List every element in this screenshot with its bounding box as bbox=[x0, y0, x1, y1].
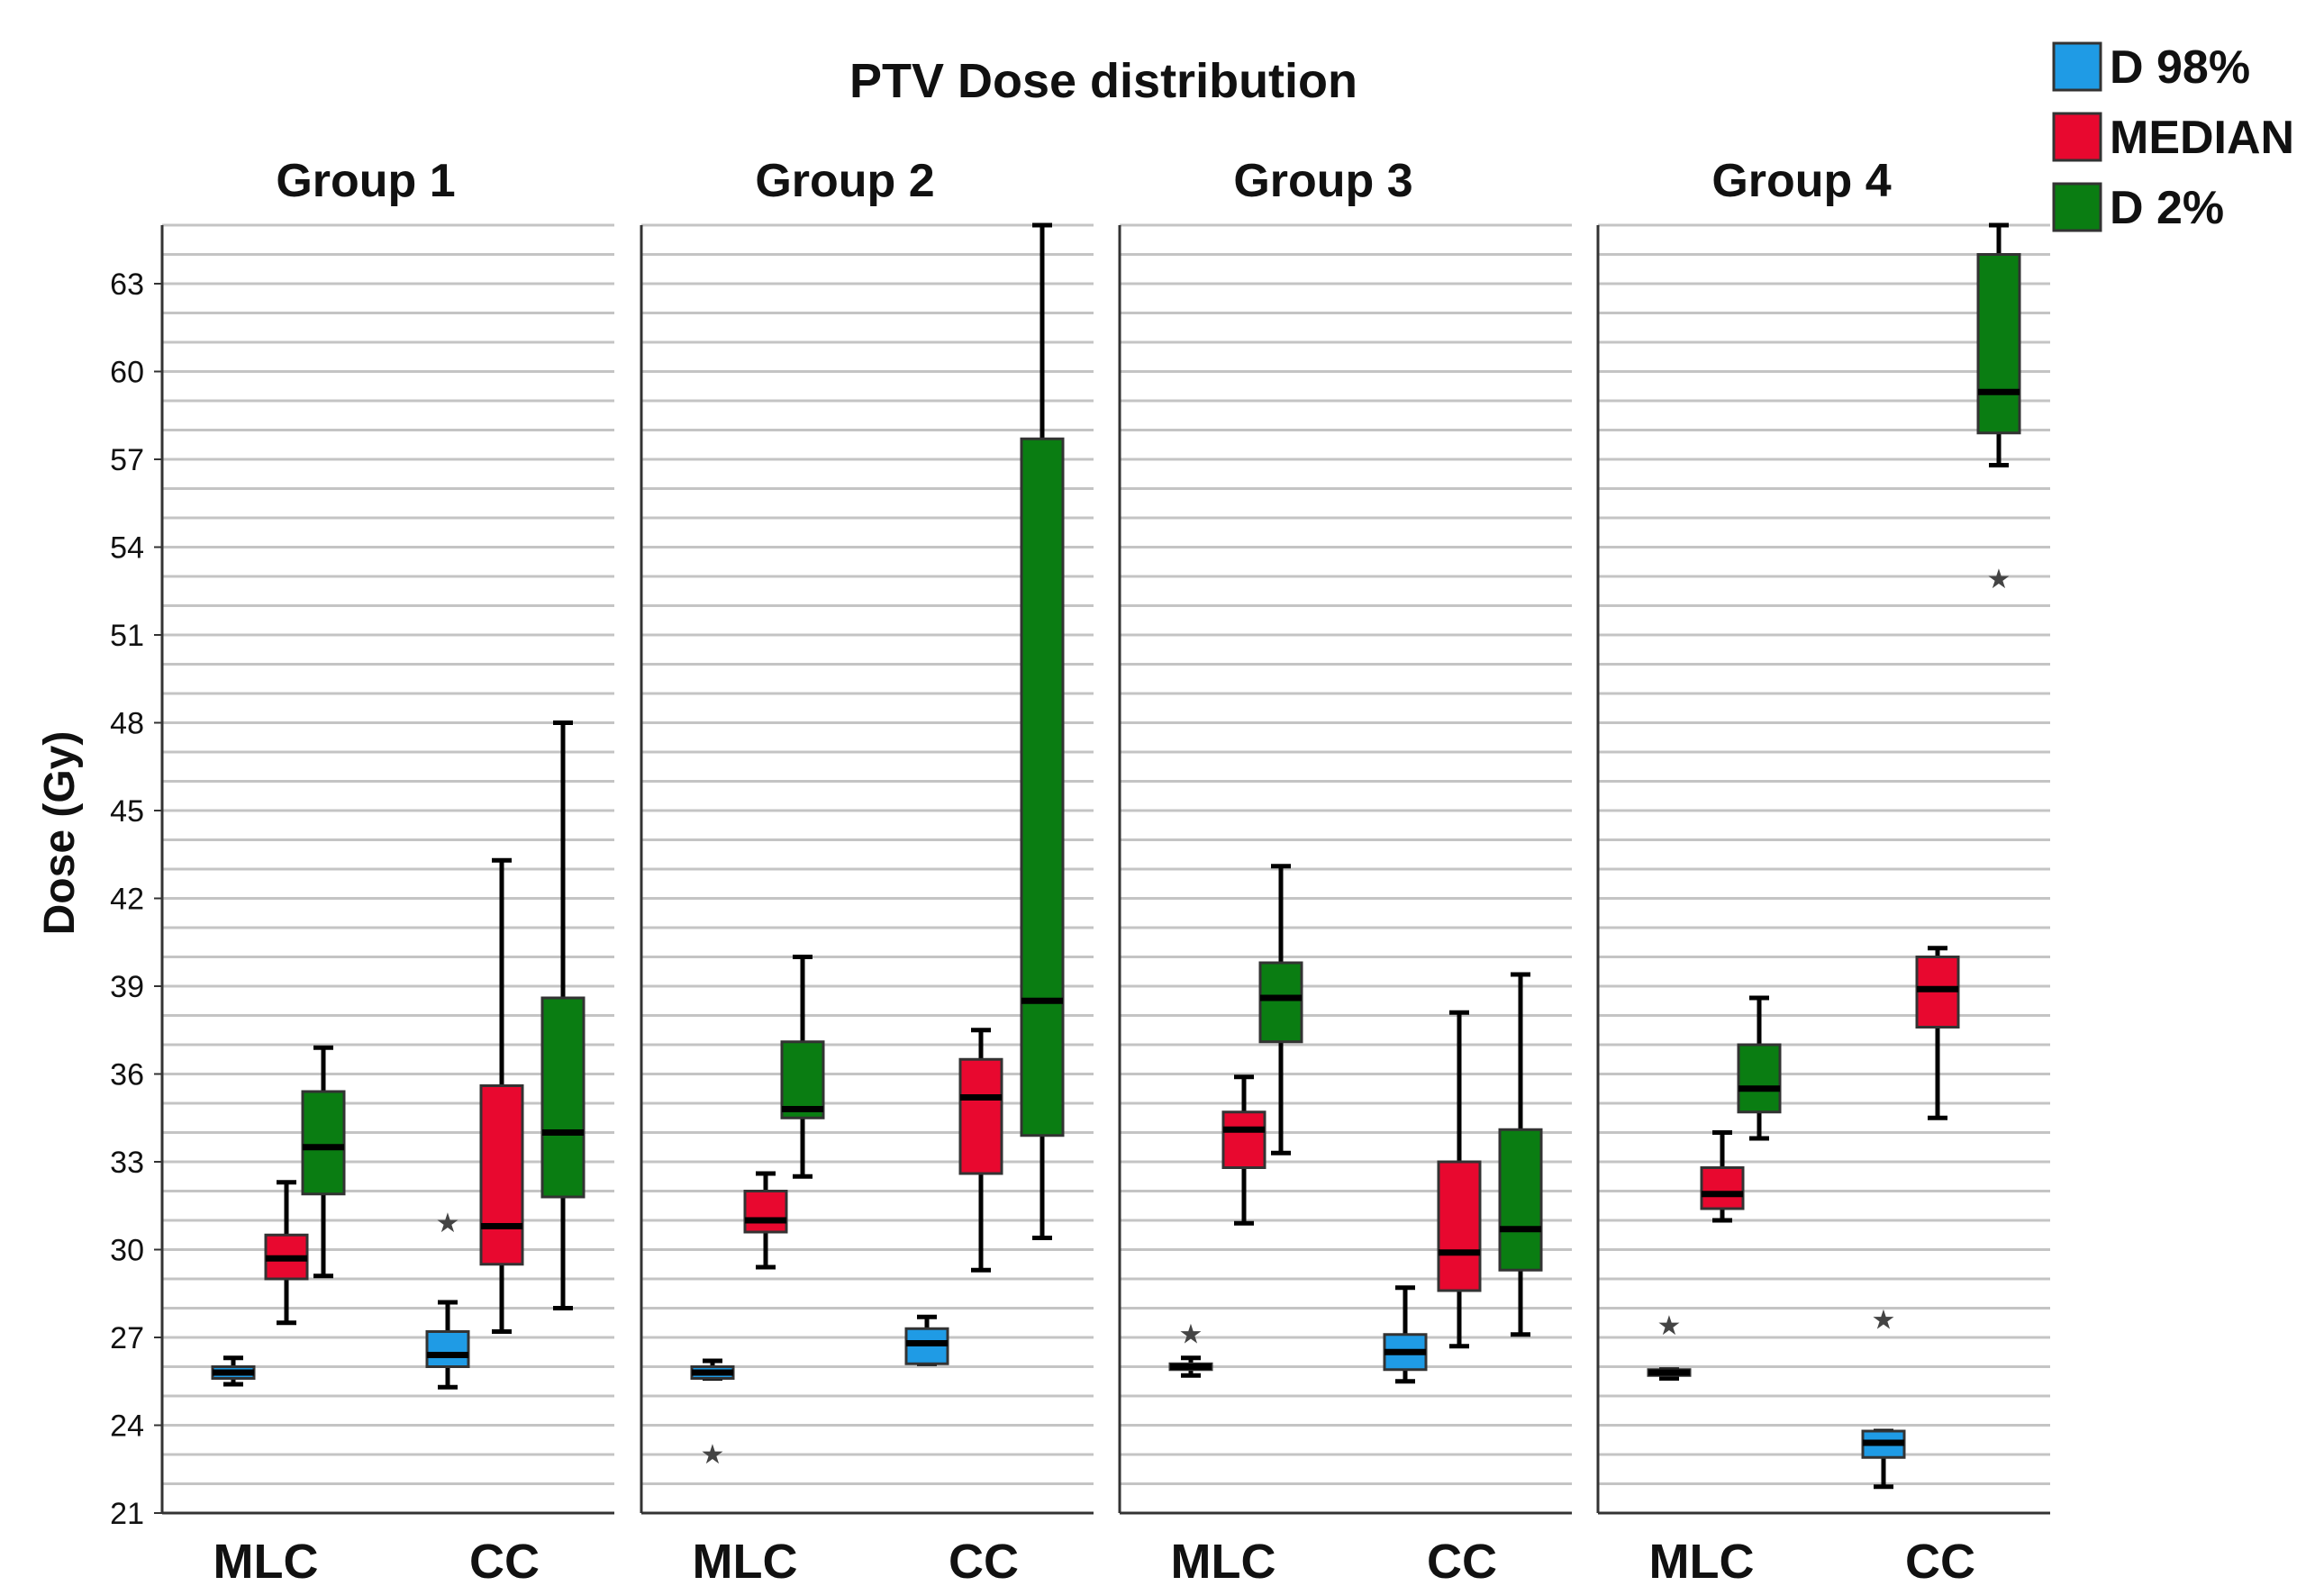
legend-entry: D 2% bbox=[2052, 182, 2224, 234]
box-mlc-1 bbox=[1221, 1074, 1266, 1226]
y-tick-label: 45 bbox=[110, 794, 144, 829]
category-label: CC bbox=[949, 1535, 1019, 1589]
y-tick-label: 51 bbox=[110, 619, 144, 653]
category-label: MLC bbox=[1649, 1535, 1755, 1589]
y-tick-label: 63 bbox=[110, 267, 144, 302]
box-body bbox=[1737, 1043, 1782, 1114]
box-body bbox=[743, 1190, 788, 1234]
category-label: MLC bbox=[213, 1535, 319, 1589]
box-mlc-0: ★ bbox=[1647, 1310, 1692, 1381]
y-tick-label: 30 bbox=[110, 1234, 144, 1268]
box-mlc-2 bbox=[1737, 995, 1782, 1141]
outlier-marker: ★ bbox=[1872, 1304, 1896, 1336]
chart-title: PTV Dose distribution bbox=[849, 54, 1357, 108]
legend-swatch bbox=[2052, 41, 2102, 92]
box-body bbox=[540, 996, 586, 1199]
legend-entry: MEDIAN bbox=[2052, 112, 2294, 164]
category-label: MLC bbox=[693, 1535, 798, 1589]
y-tick-label: 39 bbox=[110, 970, 144, 1004]
legend-swatch bbox=[2052, 182, 2102, 232]
outlier-marker: ★ bbox=[1987, 564, 2011, 595]
box-mlc-2 bbox=[780, 955, 825, 1179]
outlier-marker: ★ bbox=[1657, 1310, 1682, 1342]
gridlines bbox=[162, 223, 2050, 1485]
box-mlc-1 bbox=[264, 1180, 309, 1326]
y-tick-label: 24 bbox=[110, 1409, 144, 1444]
legend-entry: D 98% bbox=[2052, 41, 2250, 94]
box-cc-0 bbox=[904, 1314, 949, 1366]
panel-1: Group 1 MLC CC ★ bbox=[160, 155, 614, 1589]
category-label: CC bbox=[1905, 1535, 1975, 1589]
outlier-marker: ★ bbox=[436, 1208, 460, 1239]
y-tick-label: 42 bbox=[110, 883, 144, 917]
box-cc-0: ★ bbox=[1861, 1304, 1906, 1490]
panel-title: Group 3 bbox=[1233, 155, 1412, 207]
y-tick-label: 57 bbox=[110, 443, 144, 477]
category-label: MLC bbox=[1171, 1535, 1276, 1589]
box-body bbox=[1437, 1160, 1482, 1292]
outlier-marker: ★ bbox=[1179, 1319, 1203, 1351]
box-cc-2 bbox=[1498, 972, 1543, 1337]
box-cc-2: ★ bbox=[1976, 222, 2021, 595]
box-cc-0: ★ bbox=[425, 1208, 470, 1390]
category-label: CC bbox=[469, 1535, 540, 1589]
y-tick-label: 60 bbox=[110, 356, 144, 390]
y-tick-label: 21 bbox=[110, 1497, 144, 1531]
box-cc-1 bbox=[1915, 946, 1960, 1120]
box-body bbox=[1258, 961, 1303, 1044]
legend-label: D 98% bbox=[2110, 41, 2250, 94]
box-mlc-2 bbox=[301, 1045, 346, 1279]
box-mlc-0: ★ bbox=[690, 1358, 735, 1471]
legend-label: MEDIAN bbox=[2110, 112, 2294, 164]
box-body bbox=[1221, 1110, 1266, 1169]
box-body bbox=[479, 1084, 524, 1266]
y-tick-label: 27 bbox=[110, 1321, 144, 1355]
box-cc-1 bbox=[479, 857, 524, 1334]
panel-title: Group 1 bbox=[276, 155, 455, 207]
box-cc-2 bbox=[1020, 222, 1065, 1240]
panel-4: Group 4 MLC CC ★ ★ ★ bbox=[1596, 155, 2050, 1589]
box-mlc-0 bbox=[211, 1355, 256, 1387]
box-mlc-0: ★ bbox=[1168, 1319, 1213, 1378]
category-label: CC bbox=[1427, 1535, 1497, 1589]
panel-2: Group 2 MLC CC ★ bbox=[640, 155, 1094, 1589]
box-cc-2 bbox=[540, 720, 586, 1310]
y-axis-label: Dose (Gy) bbox=[36, 731, 84, 936]
panel-3: Group 3 MLC CC ★ bbox=[1118, 155, 1572, 1589]
legend-label: D 2% bbox=[2110, 182, 2224, 234]
legend: D 98% MEDIAN D 2% bbox=[2052, 41, 2294, 234]
box-cc-1 bbox=[1437, 1010, 1482, 1349]
box-mlc-1 bbox=[1700, 1130, 1745, 1223]
panel-title: Group 4 bbox=[1711, 155, 1891, 207]
y-tick-label: 33 bbox=[110, 1146, 144, 1180]
y-tick-label: 48 bbox=[110, 707, 144, 741]
y-tick-label: 54 bbox=[110, 531, 144, 566]
box-body bbox=[1498, 1128, 1543, 1272]
y-tick-label: 36 bbox=[110, 1058, 144, 1092]
box-body bbox=[1700, 1166, 1745, 1210]
box-body bbox=[1976, 253, 2021, 435]
legend-swatch bbox=[2052, 112, 2102, 162]
box-body bbox=[1020, 437, 1065, 1137]
outlier-marker: ★ bbox=[701, 1439, 725, 1471]
panel-title: Group 2 bbox=[755, 155, 934, 207]
box-cc-0 bbox=[1383, 1285, 1428, 1384]
box-cc-1 bbox=[958, 1028, 1003, 1273]
box-body bbox=[780, 1040, 825, 1119]
box-body bbox=[301, 1090, 346, 1196]
box-body bbox=[958, 1057, 1003, 1175]
box-body bbox=[425, 1330, 470, 1368]
box-mlc-1 bbox=[743, 1171, 788, 1270]
box-mlc-2 bbox=[1258, 864, 1303, 1155]
y-axis: 21 24 27 30 33 36 39 42 45 48 51 54 57 60 63 bbox=[110, 267, 162, 1531]
